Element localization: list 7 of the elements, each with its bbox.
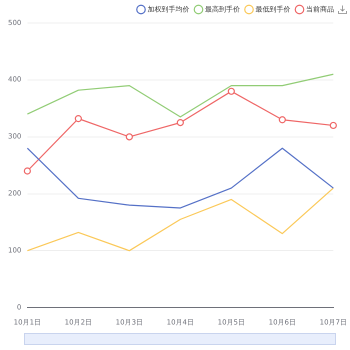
point	[278, 116, 286, 124]
point	[74, 115, 82, 122]
point	[228, 88, 235, 95]
point	[330, 122, 337, 130]
point	[24, 167, 31, 175]
point	[176, 119, 184, 126]
point	[126, 133, 133, 140]
